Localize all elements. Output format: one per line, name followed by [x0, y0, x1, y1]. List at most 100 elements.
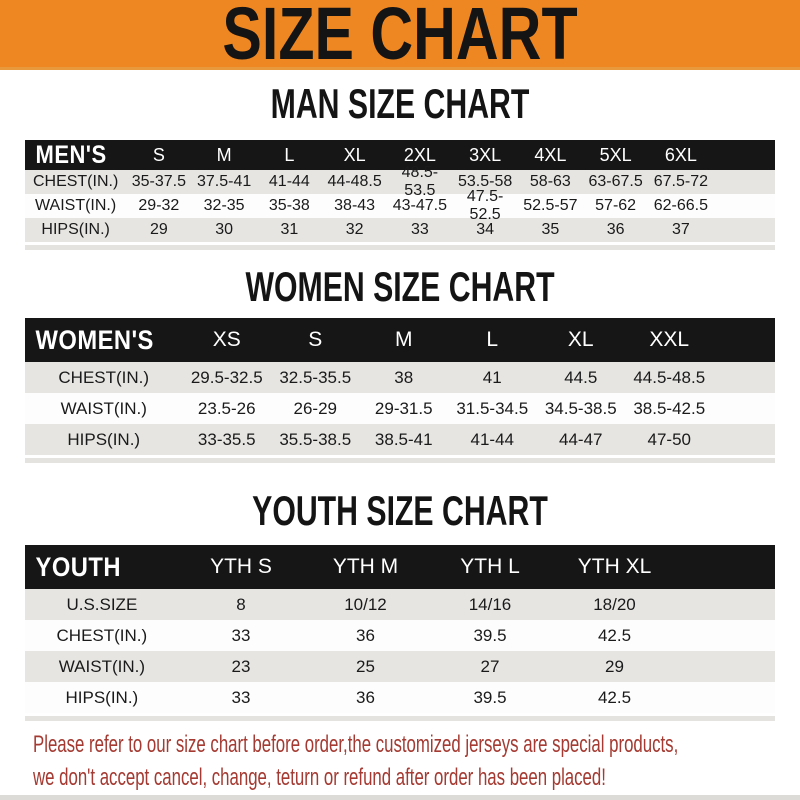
row-spacer: [714, 194, 776, 218]
table-cell: 35-38: [268, 197, 310, 214]
table-row: HIPS(IN.) 33 36 39.5 42.5: [25, 682, 775, 713]
table-cell: 29.5-32.5: [190, 367, 263, 387]
banner-title: SIZE CHART: [222, 0, 578, 75]
footer-line-1: Please refer to our size chart before or…: [33, 731, 679, 758]
youth-size-table: YOUTH YTH S YTH M YTH L YTH XL U.S.SIZE 8 10/12…: [25, 545, 775, 721]
column-header: YTH M: [332, 555, 399, 578]
row-label: CHEST(IN.): [58, 367, 150, 387]
table-cell: 33: [231, 625, 251, 645]
size-chart-banner: SIZE CHART: [0, 0, 800, 70]
row-label: HIPS(IN.): [67, 429, 141, 449]
table-cell: 37.5-41: [196, 173, 252, 190]
table-cell: 33: [410, 221, 429, 238]
table-cell: 42.5: [597, 625, 632, 645]
table-cell: 10/12: [344, 594, 387, 614]
table-cell: 14/16: [468, 594, 512, 614]
youth-size-section: YOUTH SIZE CHART YOUTH YTH S YTH M YTH L YTH…: [0, 487, 800, 721]
youth-table-grid: YOUTH YTH S YTH M YTH L YTH XL U.S.SIZE 8 10/12…: [25, 545, 775, 713]
table-cell: 44.5-48.5: [633, 367, 706, 387]
table-cell: 25: [356, 656, 375, 676]
men-size-table: MEN'S S M L XL 2XL 3XL 4XL 5XL 6XL CHEST(IN.) 35-37…: [25, 140, 775, 250]
table-cell: 41-44: [470, 429, 514, 449]
column-header: XS: [212, 328, 241, 351]
table-row: WAIST(IN.) 23 25 27 29: [25, 651, 775, 682]
row-spacer: [714, 170, 776, 194]
table-cell: 67.5-72: [653, 173, 708, 190]
men-section-title: MAN SIZE CHART: [270, 80, 530, 127]
table-header-row: MEN'S S M L XL 2XL 3XL 4XL 5XL 6XL: [25, 140, 775, 170]
table-cell: 38.5-41: [374, 429, 433, 449]
table-row: WAIST(IN.) 29-32 32-35 35-38 38-43 43-47.5 47.…: [25, 188, 776, 223]
column-header: XXL: [649, 328, 690, 351]
women-size-section: WOMEN SIZE CHART WOMEN'S XS S M L XL XXL CHEST(…: [0, 266, 800, 463]
table-row: WAIST(IN.) 23.5-26 26-29 29-31.5 31.5-34.5 34…: [25, 393, 775, 424]
table-cell: 34.5-38.5: [544, 398, 617, 418]
men-size-section: MAN SIZE CHART MEN'S S M L XL 2XL 3XL 4XL 5XL 6XL…: [0, 80, 800, 250]
women-table-grid: WOMEN'S XS S M L XL XXL CHEST(IN.) 29.5-32.5 32.5…: [25, 318, 775, 455]
column-header: 5XL: [599, 144, 632, 165]
table-cell: 44-47: [559, 429, 603, 449]
row-label: HIPS(IN.): [41, 221, 110, 238]
column-header: M: [216, 144, 232, 165]
table-cell: 29: [149, 221, 168, 238]
table-cell: 41-44: [268, 173, 310, 190]
table-cell: 38-43: [334, 197, 376, 214]
row-label: WAIST(IN.): [60, 398, 147, 418]
header-spacer: [714, 318, 776, 362]
row-label: WAIST(IN.): [35, 197, 117, 214]
row-label: U.S.SIZE: [66, 594, 138, 614]
table-row: CHEST(IN.) 29.5-32.5 32.5-35.5 38 41 44.5 44.5…: [25, 362, 775, 393]
row-spacer: [677, 620, 775, 651]
row-spacer: [714, 424, 776, 455]
table-cell: 52.5-57: [523, 197, 578, 214]
table-cell: 38.5-42.5: [633, 398, 706, 418]
table-bottom-strip: [25, 716, 775, 721]
table-cell: 62-66.5: [653, 197, 708, 214]
table-cell: 34: [476, 221, 495, 238]
bottom-edge-strip: [0, 795, 800, 800]
table-cell: 44-48.5: [327, 173, 382, 190]
table-row: CHEST(IN.) 35-37.5 37.5-41 41-44 44-48.5 48.5…: [25, 164, 776, 199]
row-spacer: [677, 651, 775, 682]
group-label: MEN'S: [35, 140, 107, 169]
column-header: YTH XL: [577, 555, 652, 578]
table-cell: 47.5-52.5: [466, 188, 504, 223]
group-label: YOUTH: [35, 551, 121, 582]
table-cell: 8: [236, 594, 246, 614]
table-cell: 30: [215, 221, 234, 238]
row-spacer: [677, 682, 775, 713]
footer-note: Please refer to our size chart before or…: [33, 728, 800, 794]
table-cell: 37: [671, 221, 690, 238]
table-row: CHEST(IN.) 33 36 39.5 42.5: [25, 620, 775, 651]
header-spacer: [677, 545, 775, 589]
table-row: HIPS(IN.) 29 30 31 32 33 34 35 36 37: [25, 218, 775, 242]
men-table-grid: MEN'S S M L XL 2XL 3XL 4XL 5XL 6XL CHEST(IN.) 35-37…: [25, 140, 775, 242]
table-cell: 32.5-35.5: [279, 367, 352, 387]
column-header: M: [395, 328, 413, 351]
table-cell: 35-37.5: [131, 173, 186, 190]
youth-section-title: YOUTH SIZE CHART: [252, 487, 548, 534]
table-cell: 36: [356, 687, 375, 707]
table-cell: 41: [482, 367, 502, 387]
table-cell: 48.5-53.5: [401, 164, 439, 199]
table-cell: 63-67.5: [588, 173, 643, 190]
table-cell: 23: [231, 656, 251, 676]
column-header: XL: [343, 144, 366, 165]
table-cell: 29-32: [138, 197, 180, 214]
column-header: L: [284, 144, 295, 165]
table-cell: 32-35: [203, 197, 245, 214]
table-cell: 29: [605, 656, 624, 676]
table-cell: 35.5-38.5: [279, 429, 352, 449]
column-header: 6XL: [664, 144, 697, 165]
table-cell: 31.5-34.5: [456, 398, 529, 418]
column-header: S: [308, 328, 323, 351]
table-cell: 57-62: [595, 197, 637, 214]
table-cell: 36: [606, 221, 625, 238]
table-cell: 23.5-26: [197, 398, 256, 418]
footer-line-2: we don't accept cancel, change, teturn o…: [33, 764, 606, 791]
table-bottom-strip: [25, 245, 775, 250]
table-cell: 29-31.5: [374, 398, 433, 418]
table-cell: 39.5: [473, 687, 507, 707]
table-cell: 26-29: [293, 398, 337, 418]
column-header: S: [152, 144, 165, 165]
